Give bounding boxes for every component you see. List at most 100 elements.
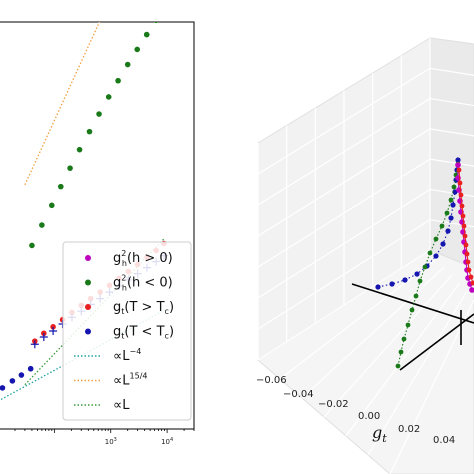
red-curve-point-2 <box>458 192 464 198</box>
legend-frame <box>62 241 192 421</box>
legend-tail: (h < 0) <box>127 276 173 291</box>
series-1-point-12 <box>143 31 150 38</box>
legend-main: g <box>113 276 121 291</box>
legend-main: g <box>113 300 121 315</box>
legend-sup: 2 <box>121 274 126 283</box>
red-curve-point-0 <box>456 167 462 173</box>
red-curve-point-8 <box>464 251 470 257</box>
grid-line <box>345 282 460 437</box>
x-axis-ticks: 103 104 <box>14 429 195 446</box>
legend-sub: h <box>122 284 127 293</box>
red-curve-point-7 <box>463 242 469 248</box>
left-chart: 103 104 g2 h(h > 0)g2 h(h < 0)gt(T > Tc)gt(… <box>0 5 195 446</box>
left-plot-frame <box>0 21 195 430</box>
series-1-point-7 <box>96 111 102 117</box>
red-curve-point-12 <box>470 280 474 286</box>
x-tick-label-0: 103 <box>105 437 117 446</box>
legend-marker-0 <box>85 255 91 261</box>
blue-curve-point-13 <box>455 157 461 163</box>
reference-line-0 <box>0 308 168 401</box>
legend-sub: t <box>121 307 124 316</box>
legend-entry-4: ∝L−4 <box>113 347 141 364</box>
green-curve-point-8 <box>427 250 433 256</box>
series-4-point-2 <box>49 326 58 335</box>
red-curve-point-1 <box>457 180 463 186</box>
x-tick-3d-2: −0.02 <box>318 399 349 410</box>
red-curve-point-6 <box>462 233 468 239</box>
legend-entry-0: g2 h(h > 0) <box>113 249 173 268</box>
grid-line <box>429 128 474 137</box>
x-tick-label-1: 104 <box>161 437 173 446</box>
legend-main: g <box>113 251 121 266</box>
grid-line <box>323 274 453 418</box>
green-curve-point-11 <box>444 210 450 216</box>
legend-entry-1: g2 h(h < 0) <box>113 274 173 293</box>
green-curve-point-0 <box>395 363 401 369</box>
series-3-point-2 <box>18 372 25 378</box>
series-1-point-14 <box>162 5 168 11</box>
magenta-curve-point-0 <box>455 162 461 168</box>
x-axis-ticks-3d: −0.06 −0.04 −0.02 0.00 0.02 0.04 <box>256 375 455 446</box>
grid-line <box>257 158 431 268</box>
blue-curve-point-2 <box>402 277 408 283</box>
series-1-point-1 <box>39 222 45 228</box>
x-tick-3d-5: 0.04 <box>433 435 455 446</box>
green-curve-point-9 <box>433 236 439 242</box>
grid-line <box>367 291 468 456</box>
legend-tail-sub: c <box>165 307 169 316</box>
x-tick-base: 10 <box>161 438 170 446</box>
red-curve-point-5 <box>461 223 467 229</box>
grid-line <box>429 219 474 228</box>
x-tick-base: 10 <box>105 438 114 446</box>
series-1-point-0 <box>29 242 35 249</box>
grid-line <box>257 67 431 175</box>
legend: g2 h(h > 0)g2 h(h < 0)gt(T > Tc)gt(T < Tc)… <box>62 241 192 421</box>
series-4-point-1 <box>39 332 48 341</box>
back-pane-right <box>429 37 474 269</box>
red-curve-point-9 <box>465 259 471 265</box>
x-tick-exp: 3 <box>114 437 117 443</box>
grid-line <box>429 97 474 107</box>
legend-marker-2 <box>85 304 91 310</box>
legend-tail-end: ) <box>169 325 174 340</box>
series-1-point-6 <box>86 128 93 135</box>
series-1-point-5 <box>76 146 83 153</box>
grid-line <box>301 266 446 399</box>
series-1-point-13 <box>153 22 159 24</box>
green-curve-point-4 <box>409 307 415 313</box>
grid-line <box>429 188 474 198</box>
legend-sup: 15/4 <box>130 372 148 381</box>
right-3d-chart: −0.06 −0.04 −0.02 0.00 0.02 0.04 gt <box>256 37 474 474</box>
blue-curve-point-9 <box>450 202 456 208</box>
series-4-point-0 <box>30 340 39 349</box>
blue-curve-point-6 <box>440 241 446 247</box>
series-1-point-10 <box>124 61 131 68</box>
legend-tail-end: ) <box>169 300 174 315</box>
green-curve-point-2 <box>401 336 407 342</box>
legend-tail: (T > T <box>124 300 164 315</box>
green-curve-point-6 <box>417 278 423 284</box>
legend-main: g <box>113 325 121 340</box>
green-curve-point-13 <box>451 184 457 190</box>
blue-curve-point-1 <box>389 281 395 287</box>
blue-curve-point-7 <box>445 228 451 234</box>
series-3-point-1 <box>9 378 16 384</box>
green-curve-point-7 <box>422 264 428 270</box>
x-tick-3d-4: 0.02 <box>398 424 420 435</box>
blue-curve-point-3 <box>414 271 420 277</box>
x-tick-3d-1: −0.04 <box>283 389 314 400</box>
green-curve-point-12 <box>448 197 454 203</box>
grid-line <box>257 188 431 299</box>
legend-sup: −4 <box>130 347 142 356</box>
grid-line <box>429 67 474 76</box>
x-tick-3d-0: −0.06 <box>256 375 287 386</box>
legend-entry-2: gt(T > Tc) <box>113 300 174 316</box>
green-curve-point-5 <box>413 293 419 299</box>
series-1-point-3 <box>57 183 64 190</box>
x-axis-label-3d: gt <box>372 423 387 445</box>
grid-line <box>257 128 431 237</box>
legend-main: ∝L <box>113 398 130 413</box>
legend-marker-3 <box>85 328 91 335</box>
series-1-point-9 <box>115 77 121 84</box>
